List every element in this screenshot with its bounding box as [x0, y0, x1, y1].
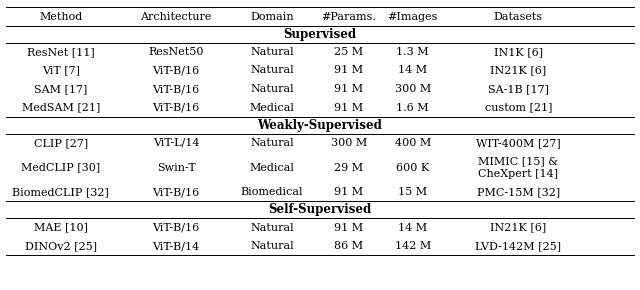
- Text: custom [21]: custom [21]: [484, 103, 552, 113]
- Text: MIMIC [15] &: MIMIC [15] &: [478, 157, 559, 167]
- Text: Natural: Natural: [250, 47, 294, 57]
- Text: Weakly-Supervised: Weakly-Supervised: [257, 119, 383, 132]
- Text: Self-Supervised: Self-Supervised: [268, 203, 372, 216]
- Text: ResNet50: ResNet50: [148, 47, 204, 57]
- Text: 15 M: 15 M: [398, 187, 428, 197]
- Text: Biomedical: Biomedical: [241, 187, 303, 197]
- Text: ViT-L/14: ViT-L/14: [153, 138, 199, 148]
- Text: WIT-400M [27]: WIT-400M [27]: [476, 138, 561, 148]
- Text: 400 M: 400 M: [395, 138, 431, 148]
- Text: IN1K [6]: IN1K [6]: [494, 47, 543, 57]
- Text: 600 K: 600 K: [396, 163, 429, 173]
- Text: 142 M: 142 M: [395, 241, 431, 251]
- Text: ViT-B/16: ViT-B/16: [152, 103, 200, 113]
- Text: Domain: Domain: [250, 12, 294, 21]
- Text: 86 M: 86 M: [334, 241, 364, 251]
- Text: 91 M: 91 M: [334, 222, 364, 233]
- Text: ResNet [11]: ResNet [11]: [27, 47, 95, 57]
- Text: Method: Method: [39, 12, 83, 21]
- Text: Datasets: Datasets: [494, 12, 543, 21]
- Text: MedCLIP [30]: MedCLIP [30]: [21, 163, 100, 173]
- Text: Supervised: Supervised: [284, 28, 356, 41]
- Text: ViT-B/16: ViT-B/16: [152, 84, 200, 94]
- Text: 300 M: 300 M: [395, 84, 431, 94]
- Text: Medical: Medical: [250, 163, 294, 173]
- Text: CheXpert [14]: CheXpert [14]: [478, 168, 559, 179]
- Text: DINOv2 [25]: DINOv2 [25]: [25, 241, 97, 251]
- Text: MedSAM [21]: MedSAM [21]: [22, 103, 100, 113]
- Text: 25 M: 25 M: [334, 47, 364, 57]
- Text: ViT [7]: ViT [7]: [42, 66, 80, 75]
- Text: #Images: #Images: [388, 12, 438, 21]
- Text: 14 M: 14 M: [398, 222, 428, 233]
- Text: PMC-15M [32]: PMC-15M [32]: [477, 187, 560, 197]
- Text: Natural: Natural: [250, 222, 294, 233]
- Text: Natural: Natural: [250, 241, 294, 251]
- Text: 91 M: 91 M: [334, 66, 364, 75]
- Text: 91 M: 91 M: [334, 187, 364, 197]
- Text: 29 M: 29 M: [334, 163, 364, 173]
- Text: IN21K [6]: IN21K [6]: [490, 66, 547, 75]
- Text: SA-1B [17]: SA-1B [17]: [488, 84, 549, 94]
- Text: ViT-B/16: ViT-B/16: [152, 66, 200, 75]
- Text: 300 M: 300 M: [331, 138, 367, 148]
- Text: Natural: Natural: [250, 138, 294, 148]
- Text: 14 M: 14 M: [398, 66, 428, 75]
- Text: 1.3 M: 1.3 M: [397, 47, 429, 57]
- Text: 1.6 M: 1.6 M: [397, 103, 429, 113]
- Text: 91 M: 91 M: [334, 103, 364, 113]
- Text: Natural: Natural: [250, 66, 294, 75]
- Text: MAE [10]: MAE [10]: [34, 222, 88, 233]
- Text: CLIP [27]: CLIP [27]: [34, 138, 88, 148]
- Text: ViT-B/14: ViT-B/14: [152, 241, 200, 251]
- Text: SAM [17]: SAM [17]: [34, 84, 88, 94]
- Text: 91 M: 91 M: [334, 84, 364, 94]
- Text: #Params.: #Params.: [321, 12, 376, 21]
- Text: LVD-142M [25]: LVD-142M [25]: [476, 241, 561, 251]
- Text: Medical: Medical: [250, 103, 294, 113]
- Text: Swin-T: Swin-T: [157, 163, 195, 173]
- Text: BiomedCLIP [32]: BiomedCLIP [32]: [12, 187, 109, 197]
- Text: ViT-B/16: ViT-B/16: [152, 222, 200, 233]
- Text: IN21K [6]: IN21K [6]: [490, 222, 547, 233]
- Text: Natural: Natural: [250, 84, 294, 94]
- Text: Architecture: Architecture: [140, 12, 212, 21]
- Text: ViT-B/16: ViT-B/16: [152, 187, 200, 197]
